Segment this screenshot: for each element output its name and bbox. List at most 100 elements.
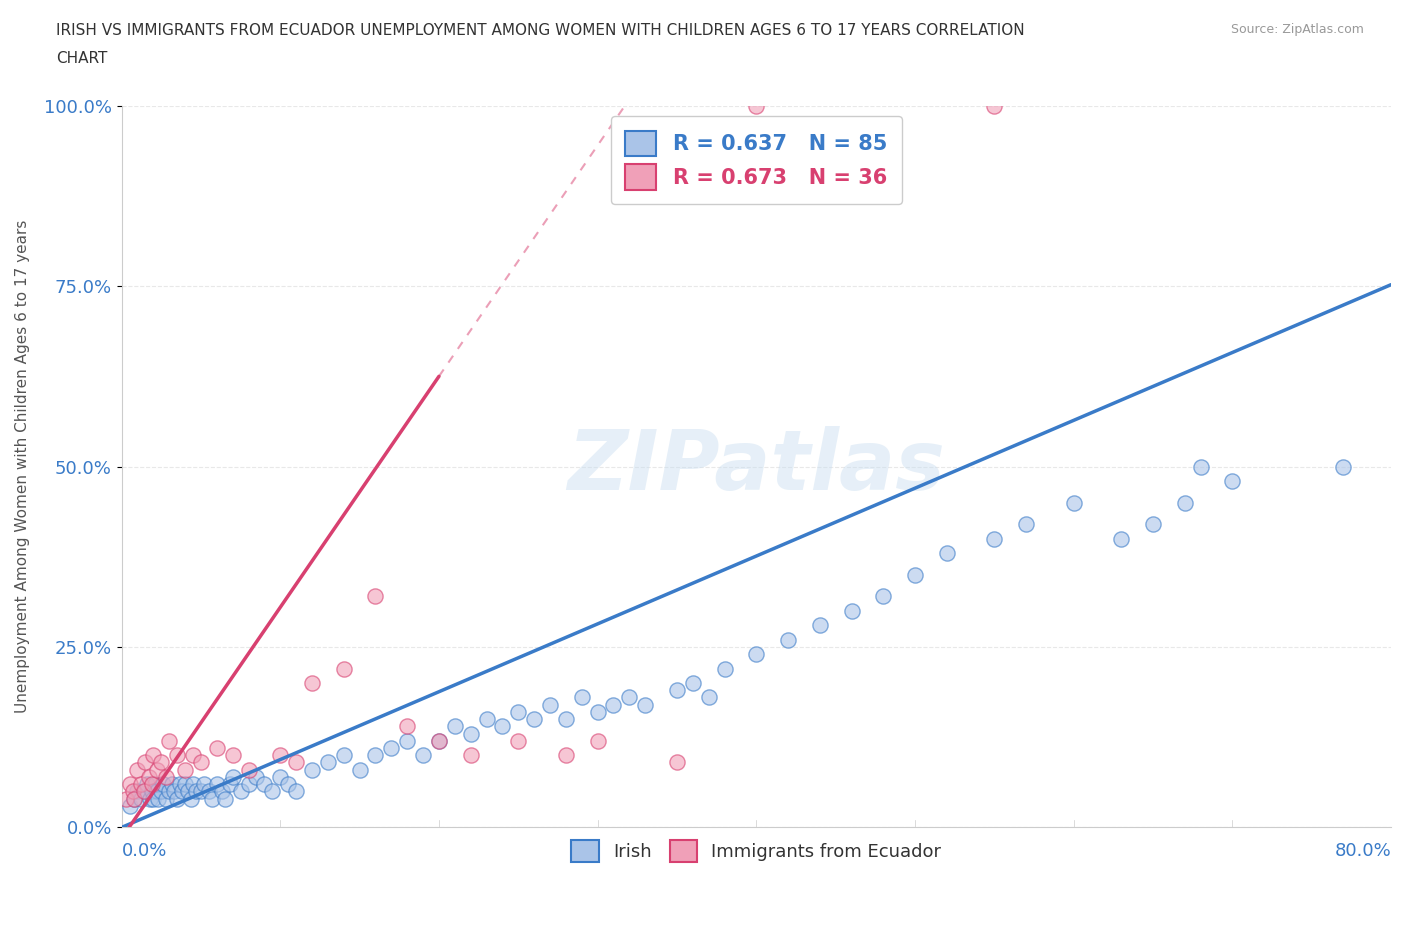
- Point: [1142, 517, 1164, 532]
- Point: [127, 784, 149, 799]
- Point: [150, 755, 173, 770]
- Point: [776, 632, 799, 647]
- Point: [1063, 495, 1085, 510]
- Point: [186, 784, 208, 799]
- Point: [211, 784, 233, 799]
- Text: 80.0%: 80.0%: [1334, 842, 1391, 860]
- Point: [665, 755, 688, 770]
- Point: [1220, 473, 1243, 488]
- Point: [218, 777, 240, 791]
- Point: [491, 719, 513, 734]
- Text: ZIPatlas: ZIPatlas: [568, 426, 945, 507]
- Point: [460, 726, 482, 741]
- Point: [745, 99, 768, 113]
- Point: [1174, 495, 1197, 510]
- Point: [808, 618, 831, 632]
- Text: CHART: CHART: [56, 51, 108, 66]
- Point: [745, 646, 768, 661]
- Point: [193, 777, 215, 791]
- Point: [412, 748, 434, 763]
- Point: [190, 755, 212, 770]
- Point: [181, 777, 204, 791]
- Point: [124, 791, 146, 806]
- Point: [285, 784, 308, 799]
- Point: [162, 777, 184, 791]
- Point: [190, 784, 212, 799]
- Point: [364, 748, 387, 763]
- Point: [253, 777, 276, 791]
- Point: [713, 661, 735, 676]
- Point: [118, 777, 141, 791]
- Point: [145, 763, 167, 777]
- Point: [157, 734, 180, 749]
- Point: [166, 748, 188, 763]
- Point: [269, 769, 291, 784]
- Point: [277, 777, 299, 791]
- Point: [174, 777, 197, 791]
- Point: [460, 748, 482, 763]
- Point: [146, 791, 169, 806]
- Point: [396, 734, 419, 749]
- Point: [262, 784, 284, 799]
- Point: [118, 798, 141, 813]
- Point: [129, 791, 152, 806]
- Point: [155, 791, 177, 806]
- Point: [141, 784, 163, 799]
- Point: [935, 546, 957, 561]
- Text: 0.0%: 0.0%: [121, 842, 167, 860]
- Point: [665, 683, 688, 698]
- Point: [523, 711, 546, 726]
- Point: [238, 763, 260, 777]
- Point: [214, 791, 236, 806]
- Point: [554, 711, 576, 726]
- Point: [983, 531, 1005, 546]
- Point: [138, 769, 160, 784]
- Point: [380, 740, 402, 755]
- Point: [127, 763, 149, 777]
- Point: [229, 784, 252, 799]
- Point: [129, 777, 152, 791]
- Point: [349, 763, 371, 777]
- Point: [475, 711, 498, 726]
- Point: [181, 748, 204, 763]
- Point: [508, 705, 530, 720]
- Point: [427, 734, 450, 749]
- Point: [538, 698, 561, 712]
- Point: [169, 777, 191, 791]
- Point: [166, 791, 188, 806]
- Point: [316, 755, 339, 770]
- Point: [682, 675, 704, 690]
- Point: [180, 791, 202, 806]
- Point: [142, 748, 165, 763]
- Point: [124, 791, 146, 806]
- Point: [1189, 459, 1212, 474]
- Point: [245, 769, 267, 784]
- Point: [619, 690, 641, 705]
- Point: [1015, 517, 1038, 532]
- Point: [115, 791, 138, 806]
- Point: [332, 748, 354, 763]
- Point: [332, 661, 354, 676]
- Point: [427, 734, 450, 749]
- Point: [174, 763, 197, 777]
- Point: [143, 777, 166, 791]
- Point: [134, 784, 156, 799]
- Point: [136, 777, 159, 791]
- Point: [872, 589, 894, 604]
- Point: [285, 755, 308, 770]
- Point: [157, 784, 180, 799]
- Point: [586, 705, 609, 720]
- Point: [301, 763, 323, 777]
- Point: [238, 777, 260, 791]
- Text: Source: ZipAtlas.com: Source: ZipAtlas.com: [1230, 23, 1364, 36]
- Point: [841, 604, 863, 618]
- Point: [983, 99, 1005, 113]
- Y-axis label: Unemployment Among Women with Children Ages 6 to 17 years: Unemployment Among Women with Children A…: [15, 219, 30, 713]
- Point: [163, 784, 186, 799]
- Point: [554, 748, 576, 763]
- Point: [205, 740, 228, 755]
- Point: [134, 755, 156, 770]
- Text: IRISH VS IMMIGRANTS FROM ECUADOR UNEMPLOYMENT AMONG WOMEN WITH CHILDREN AGES 6 T: IRISH VS IMMIGRANTS FROM ECUADOR UNEMPLO…: [56, 23, 1025, 38]
- Point: [602, 698, 624, 712]
- Point: [150, 784, 173, 799]
